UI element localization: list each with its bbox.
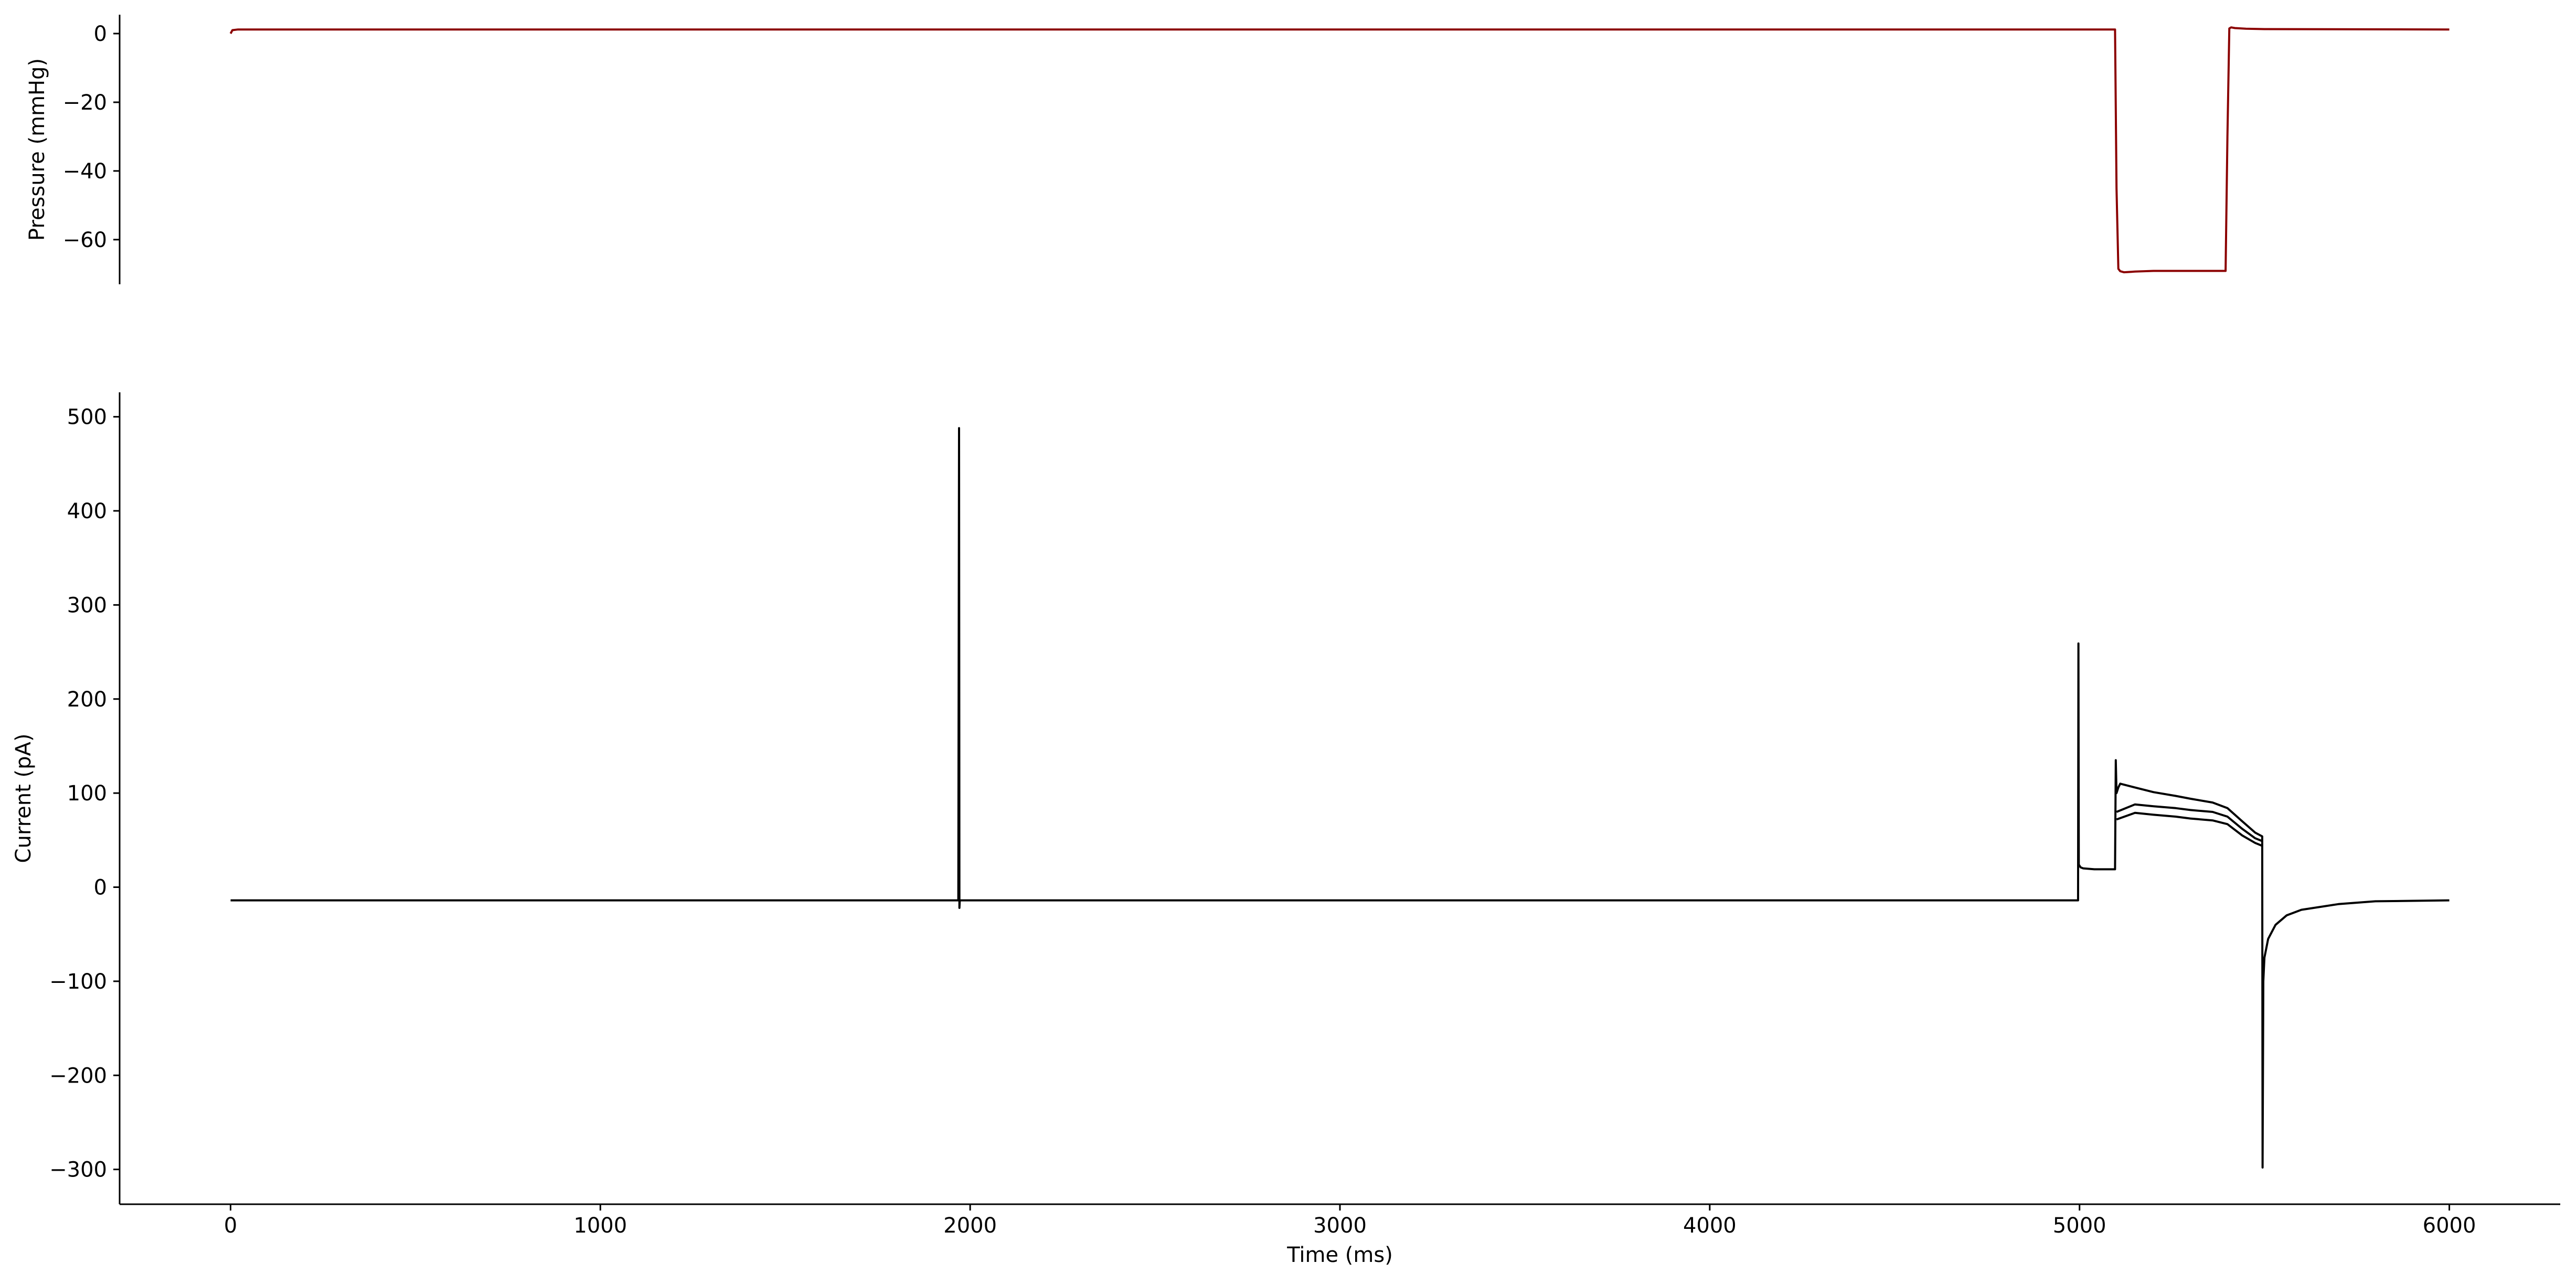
current-y-tick-label: −200 [49,1064,107,1088]
current-trace-1 [230,427,2450,1169]
current-y-tick: 100 [67,781,120,806]
time-x-tick-label: 1000 [573,1214,627,1238]
current-y-tick: 400 [67,499,120,523]
time-x-tick-label: 6000 [2423,1214,2476,1238]
time-x-tick: 3000 [1313,1204,1367,1238]
current-y-tick-label: 100 [67,781,107,806]
current-y-tick-label: 400 [67,499,107,523]
time-x-tick-label: 0 [224,1214,237,1238]
pressure-panel: 0 −20 −40 −60 Pressure (mmHg) [25,15,2450,284]
pressure-y-tick: −40 [63,159,120,184]
current-trace-3 [2116,811,2263,847]
time-x-tick: 5000 [2053,1204,2106,1238]
current-y-tick: 0 [94,876,120,900]
current-y-tick: 200 [67,688,120,712]
current-y-ticks: 500 400 300 200 100 0 −100 −200 −300 [49,405,120,1182]
time-x-ticks: 0 1000 2000 3000 4000 5000 6000 [224,1204,2476,1238]
current-y-tick: 500 [67,405,120,430]
current-traces [230,427,2450,1169]
pressure-y-tick-label: −20 [63,91,107,115]
pressure-traces [229,26,2450,274]
current-y-tick: −100 [49,970,120,994]
time-x-tick: 2000 [943,1204,997,1238]
current-trace-2 [2116,803,2263,842]
time-x-tick-label: 5000 [2053,1214,2106,1238]
time-x-tick: 6000 [2423,1204,2476,1238]
pressure-y-tick-label: −40 [63,159,107,184]
time-x-tick: 4000 [1683,1204,1737,1238]
time-x-tick-label: 3000 [1313,1214,1367,1238]
pressure-y-ticks: 0 −20 −40 −60 [63,22,120,252]
current-y-tick: 300 [67,593,120,617]
pressure-y-tick: 0 [94,22,120,46]
current-y-tick-label: 200 [67,688,107,712]
pressure-y-tick-label: 0 [94,22,107,46]
pressure-y-tick-label: −60 [63,228,107,252]
pressure-trace-1 [229,26,2450,274]
current-y-tick: −300 [49,1158,120,1182]
pressure-y-axis-label: Pressure (mmHg) [25,58,49,241]
current-y-tick-label: −100 [49,970,107,994]
pressure-y-tick: −20 [63,91,120,115]
current-y-tick-label: 300 [67,593,107,617]
time-x-tick-label: 2000 [943,1214,997,1238]
current-y-tick-label: −300 [49,1158,107,1182]
current-y-tick-label: 0 [94,876,107,900]
pressure-y-tick: −60 [63,228,120,252]
time-x-tick-label: 4000 [1683,1214,1737,1238]
current-y-tick: −200 [49,1064,120,1088]
current-y-axis-label: Current (pA) [12,734,36,863]
time-x-axis-label: Time (ms) [1286,1243,1393,1267]
time-x-tick: 1000 [573,1204,627,1238]
time-x-tick: 0 [224,1204,237,1238]
current-y-tick-label: 500 [67,405,107,430]
